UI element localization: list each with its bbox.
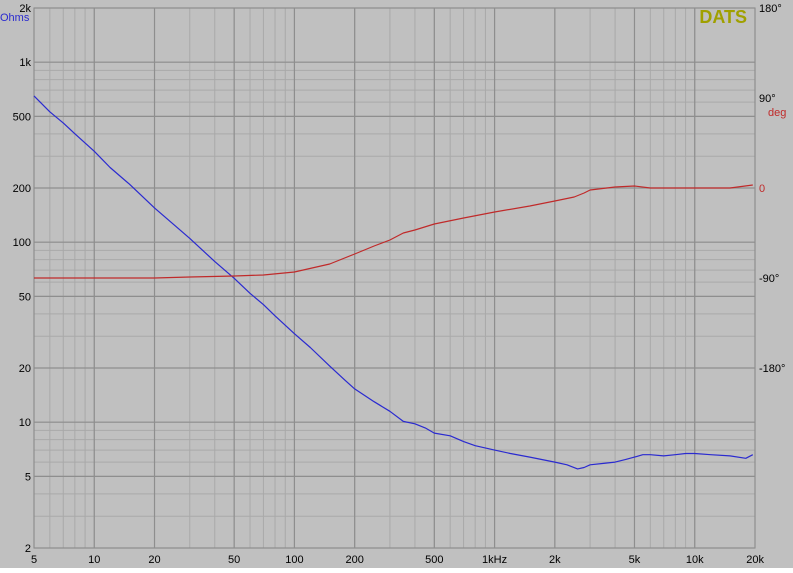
impedance-series-line: [33, 95, 754, 470]
y-left-tick-label: 2k: [19, 3, 31, 15]
y-left-tick-label: 2: [25, 543, 31, 555]
brand-logo-text: DATS: [699, 7, 747, 27]
y-left-tick-label: 500: [13, 111, 31, 123]
y-right-tick-label: 90°: [759, 93, 776, 105]
x-tick-label: 2k: [549, 554, 561, 566]
y-right-tick-label: -90°: [759, 273, 779, 285]
x-tick-label: 20: [148, 554, 160, 566]
y-left-tick-label: 200: [13, 183, 31, 195]
x-tick-label: 500: [425, 554, 443, 566]
x-tick-label: 100: [285, 554, 303, 566]
y-left-tick-label: 1k: [19, 57, 31, 69]
x-tick-label: 20k: [746, 554, 764, 566]
x-tick-label: 5k: [629, 554, 641, 566]
phase-series-line: [34, 184, 753, 279]
x-tick-label: 10k: [686, 554, 704, 566]
y-left-tick-label: 5: [25, 471, 31, 483]
x-tick-label: 50: [228, 554, 240, 566]
x-tick-label: 10: [88, 554, 100, 566]
y-left-tick-label: 50: [19, 291, 31, 303]
y-left-tick-label: 20: [19, 363, 31, 375]
x-tick-label: 1kHz: [482, 554, 507, 566]
y-right-tick-label: 180°: [759, 3, 782, 15]
x-tick-label: 5: [31, 554, 37, 566]
x-tick-label: 200: [345, 554, 363, 566]
right-axis-unit: deg: [768, 107, 786, 119]
y-right-tick-label: -180°: [759, 363, 785, 375]
y-right-tick-label: 0: [759, 183, 765, 195]
left-axis-unit: Ohms: [0, 12, 30, 24]
y-left-tick-label: 10: [19, 417, 31, 429]
y-left-tick-label: 100: [13, 237, 31, 249]
